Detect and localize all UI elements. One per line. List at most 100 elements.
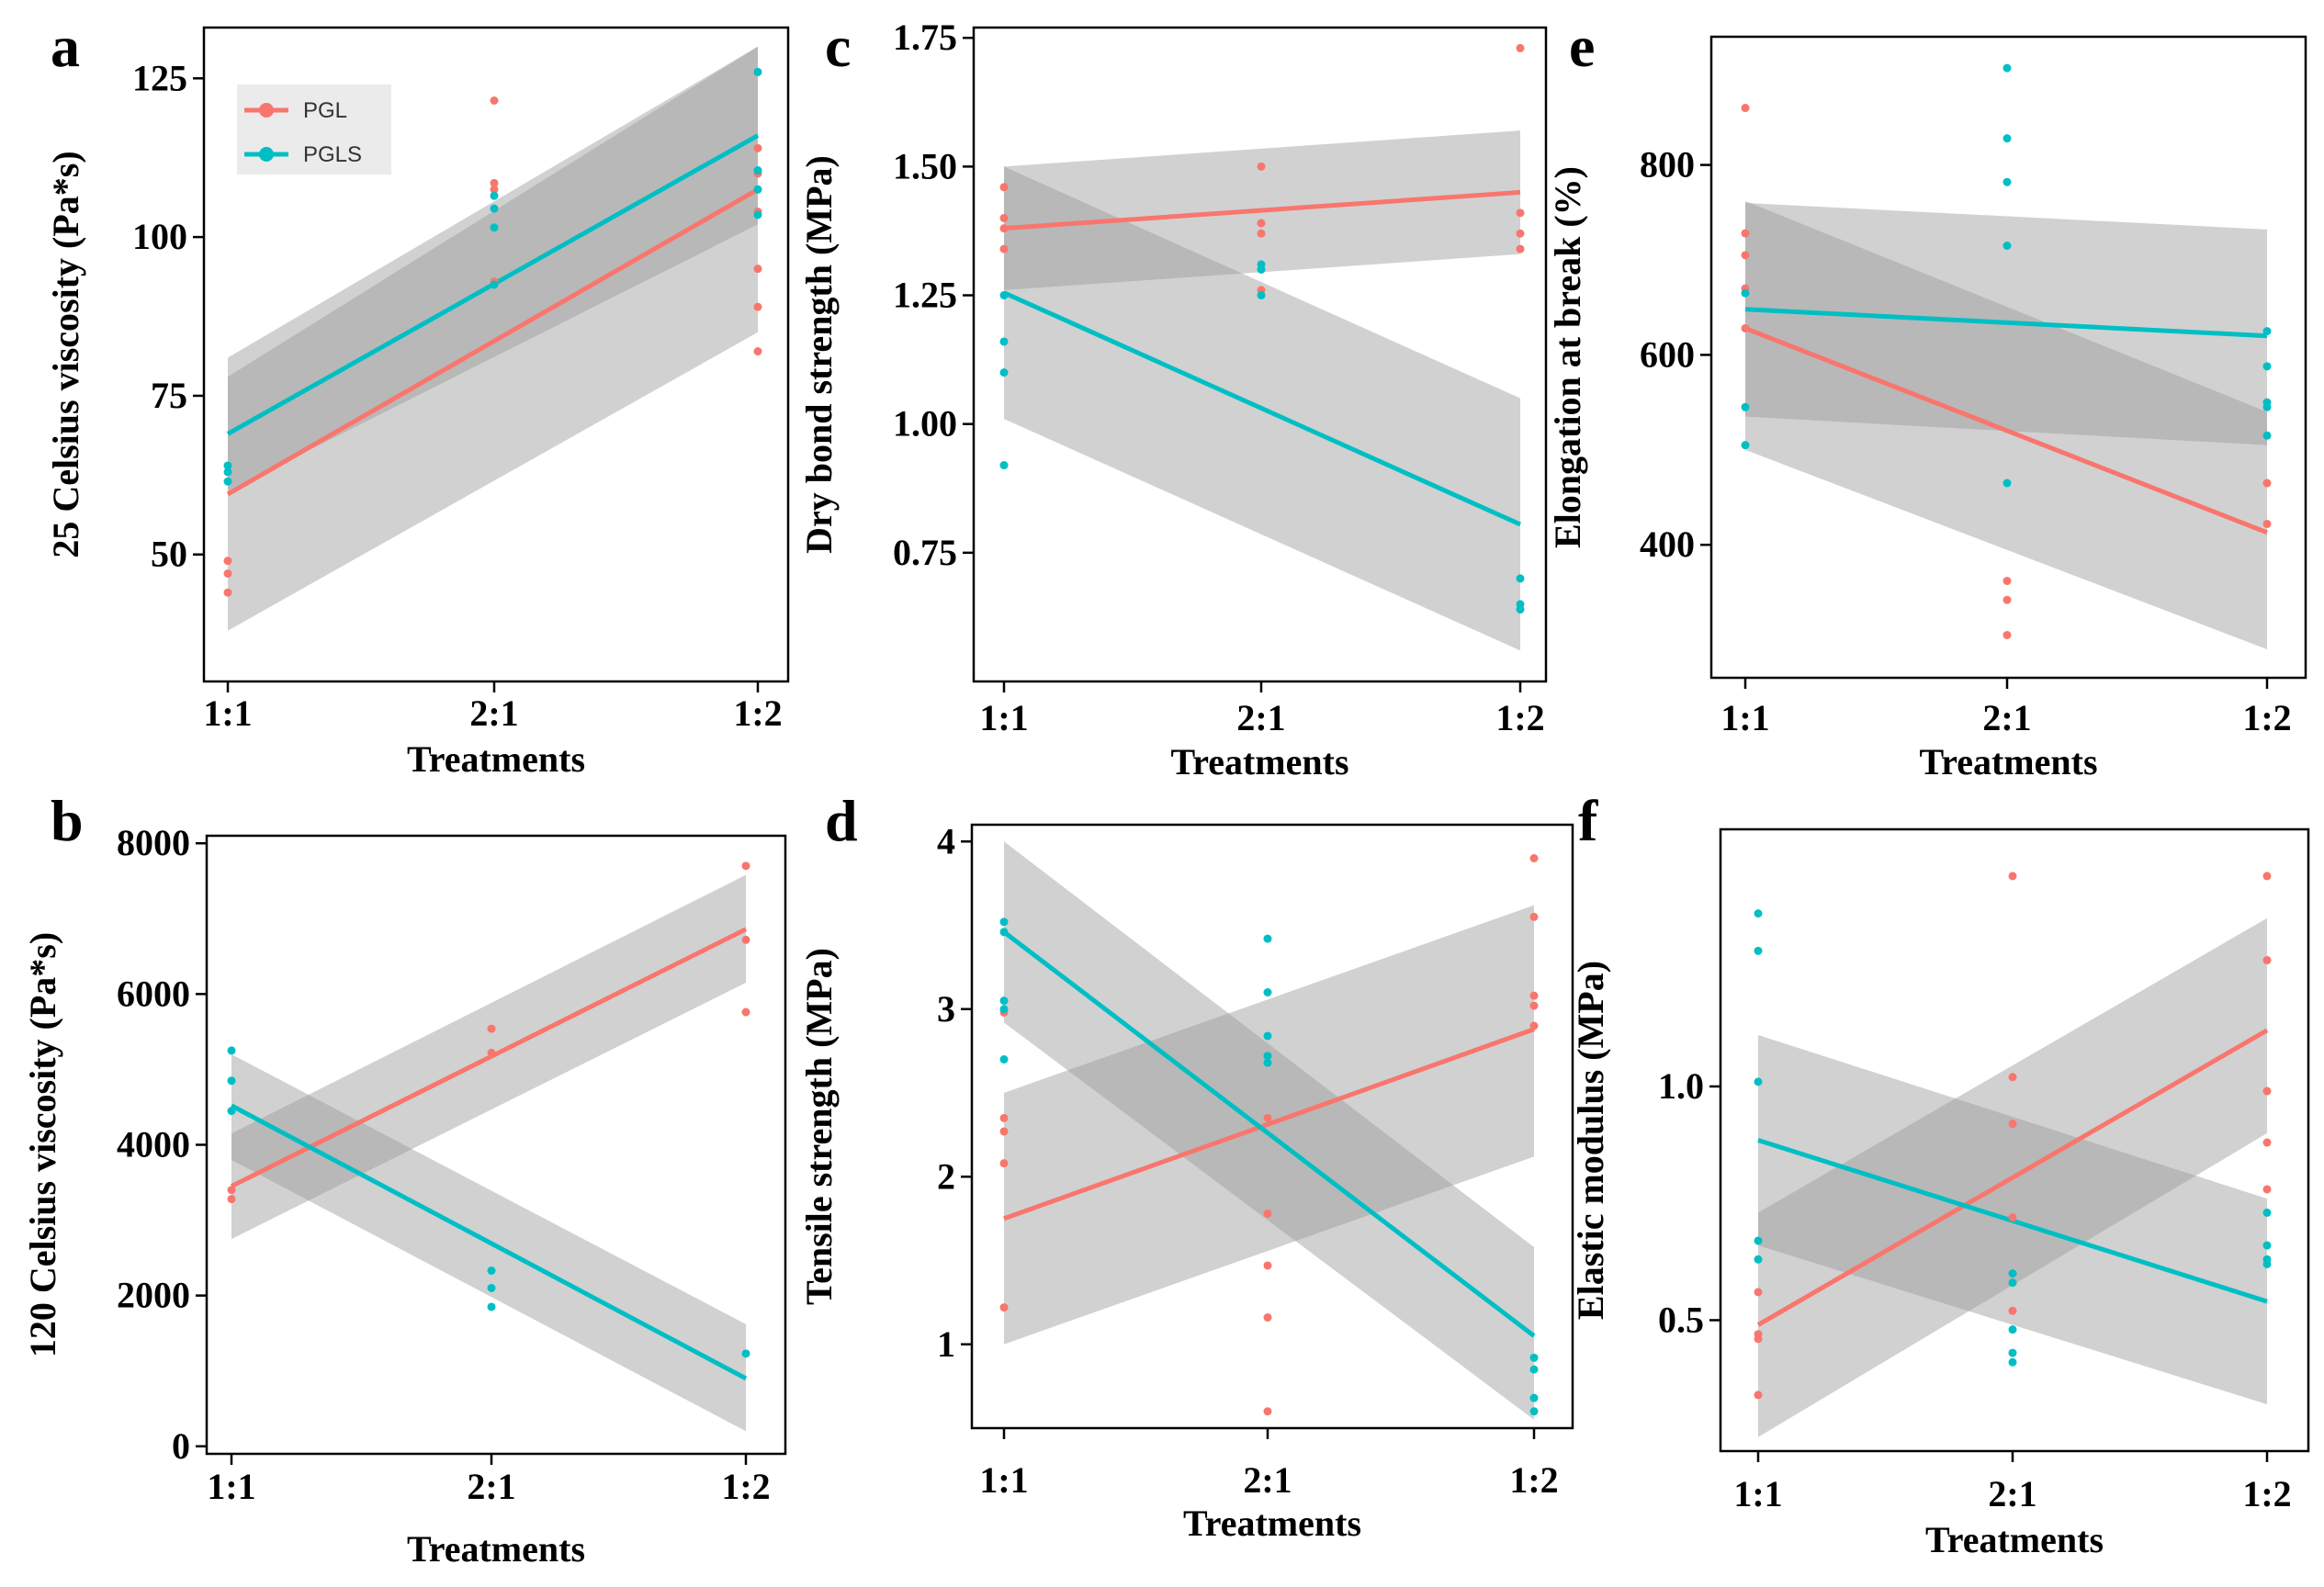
fit-line-pgl <box>1003 1027 1535 1221</box>
y-axis-title: Tensile strength (MPa) <box>798 948 840 1305</box>
data-point-pgls <box>490 191 499 200</box>
data-point-pgls <box>999 461 1009 470</box>
data-point-pgl <box>2262 478 2272 488</box>
data-point-pgl <box>2262 519 2272 528</box>
data-point-pgls <box>1754 946 1763 955</box>
data-point-pgls <box>2262 402 2272 411</box>
data-point-pgls <box>753 166 762 175</box>
data-point-pgls <box>999 1005 1009 1014</box>
data-point-pgl <box>1754 1390 1763 1400</box>
plot-frame <box>1709 35 2307 680</box>
data-point-pgl <box>1529 912 1539 921</box>
y-axis-title: 120 Celsius viscosity (Pa*s) <box>22 932 63 1357</box>
panel-a: 50 75 100 125 1:1 2:1 1:2 Treatments 25 Celsius … <box>45 14 790 780</box>
x-tick-label: 1:2 <box>1495 697 1544 738</box>
y-tick-label: 1.75 <box>893 17 957 58</box>
data-point-pgls <box>2002 63 2012 73</box>
data-point-pgls <box>753 185 762 194</box>
confidence-band-pgls <box>1004 841 1534 1420</box>
x-axis-title: Treatments <box>407 1528 585 1570</box>
data-point-pgls <box>1741 441 1750 450</box>
data-point-pgl <box>490 178 499 187</box>
x-axis-title: Treatments <box>1919 741 2097 782</box>
data-point-pgl <box>1257 219 1266 228</box>
data-point-pgls <box>2002 177 2012 186</box>
data-point-pgls <box>2002 478 2012 488</box>
data-point-pgl <box>227 1186 236 1195</box>
data-point-pgl <box>1529 1021 1539 1030</box>
y-axis-title: Elastic modulus (MPa) <box>1570 961 1611 1320</box>
data-point-pgl <box>2008 1073 2017 1082</box>
y-tick-label: 1 <box>937 1323 955 1365</box>
data-point-pgl <box>2262 1185 2272 1194</box>
y-tick-label: 8000 <box>117 822 190 863</box>
data-point-pgl <box>1529 1001 1539 1010</box>
y-tick-label: 50 <box>151 534 187 575</box>
legend-label: PGL <box>303 98 347 123</box>
data-point-pgls <box>999 928 1009 937</box>
data-point-pgls <box>2002 241 2012 250</box>
x-tick-label: 2:1 <box>469 692 518 734</box>
fit-line-pgl <box>226 187 760 497</box>
data-point-pgl <box>999 224 1009 233</box>
data-point-pgls <box>2262 362 2272 371</box>
y-tick-label: 1.00 <box>893 403 957 445</box>
data-point-pgl <box>1263 1113 1272 1122</box>
data-point-pgls <box>2008 1357 2017 1367</box>
fit-line-pgls <box>230 1103 748 1381</box>
panel-d: 1 2 3 4 1:1 2:1 1:2 Treatments Tensile strength … <box>798 788 1574 1544</box>
data-point-pgl <box>741 861 750 871</box>
x-tick-label: 1:1 <box>979 697 1028 738</box>
y-axis-title: 25 Celsius viscosity (Pa*s) <box>45 151 86 557</box>
data-point-pgl <box>2002 595 2012 604</box>
data-point-pgl <box>1516 208 1525 218</box>
data-point-pgl <box>1516 229 1525 238</box>
data-point-pgl <box>2002 577 2012 586</box>
data-point-pgl <box>227 1195 236 1204</box>
y-axis-title: Elongation at break (%) <box>1547 166 1588 548</box>
data-point-pgls <box>1741 402 1750 411</box>
data-point-pgls <box>2008 1325 2017 1334</box>
data-point-pgl <box>490 96 499 105</box>
data-point-pgls <box>999 368 1009 377</box>
data-point-pgl <box>1741 104 1750 113</box>
data-point-pgl <box>741 1007 750 1017</box>
data-point-pgls <box>999 917 1009 927</box>
data-point-pgls <box>2262 1259 2272 1268</box>
data-point-pgls <box>1529 1393 1539 1402</box>
fit-line-pgl <box>1756 1028 2269 1327</box>
x-tick-label: 2:1 <box>1236 697 1285 738</box>
panel-letter: d <box>825 788 858 853</box>
panel-letter: e <box>1569 14 1595 79</box>
data-point-pgls <box>999 996 1009 1006</box>
data-point-pgl <box>1263 1313 1272 1322</box>
plot-frame <box>1719 827 2310 1453</box>
data-point-pgls <box>1263 1058 1272 1067</box>
plot-frame <box>970 823 1574 1430</box>
x-tick-label: 2:1 <box>1982 697 2031 738</box>
data-point-pgls <box>1516 574 1525 583</box>
data-point-pgls <box>999 337 1009 346</box>
legend: PGL PGLS <box>237 84 391 174</box>
data-point-pgl <box>1741 229 1750 238</box>
data-point-pgls <box>1529 1407 1539 1416</box>
y-tick-label: 0.75 <box>893 532 957 573</box>
x-tick-label: 2:1 <box>1243 1459 1292 1501</box>
data-point-pgl <box>1741 323 1750 332</box>
data-point-pgl <box>223 588 232 597</box>
data-point-pgl <box>1263 1407 1272 1416</box>
y-tick-label: 6000 <box>117 973 190 1014</box>
data-point-pgls <box>223 477 232 486</box>
panel-letter: f <box>1578 788 1598 853</box>
data-point-pgls <box>487 1302 496 1311</box>
data-point-pgl <box>999 1159 1009 1168</box>
data-point-pgls <box>227 1046 236 1055</box>
y-tick-label: 0.5 <box>1658 1299 1704 1340</box>
data-point-pgls <box>2262 1208 2272 1217</box>
y-tick-label: 4 <box>937 820 955 861</box>
x-tick-label: 1:2 <box>733 692 782 734</box>
data-point-pgls <box>999 1055 1009 1064</box>
data-point-pgls <box>487 1266 496 1276</box>
legend-marker-pgl <box>259 103 274 118</box>
data-point-pgl <box>2262 1086 2272 1096</box>
